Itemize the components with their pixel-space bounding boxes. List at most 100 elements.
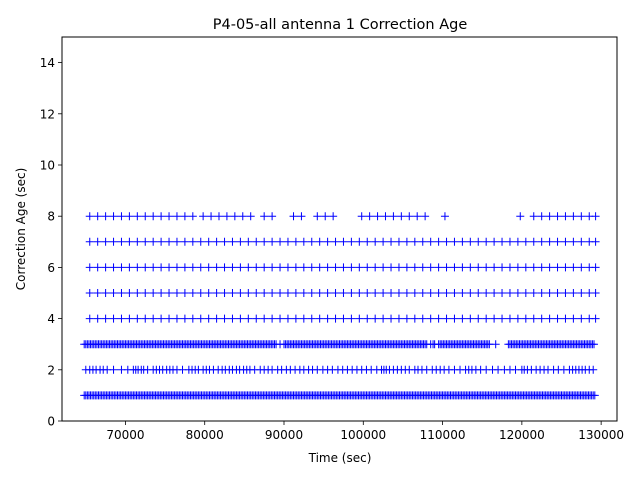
scatter-point (133, 212, 142, 221)
scatter-point (434, 289, 443, 297)
scatter-point (252, 263, 261, 272)
scatter-point (133, 263, 142, 272)
scatter-point (172, 237, 181, 246)
scatter-point (157, 212, 166, 221)
scatter-point (521, 237, 530, 246)
scatter-point (482, 237, 491, 246)
y-tick-label: 10 (40, 159, 55, 173)
scatter-point (521, 263, 530, 272)
scatter-point (521, 289, 530, 297)
scatter-point (363, 314, 372, 323)
scatter-point (418, 263, 427, 272)
scatter-point (283, 289, 292, 297)
scatter-point (413, 212, 422, 221)
scatter-point (466, 314, 475, 323)
scatter-point (220, 263, 229, 272)
y-tick-label: 2 (47, 363, 55, 377)
scatter-point (529, 314, 538, 323)
scatter-point (244, 237, 253, 246)
scatter-point (371, 289, 380, 297)
scatter-point (101, 263, 110, 272)
scatter-point (141, 237, 150, 246)
scatter-point (313, 212, 322, 221)
scatter-point (283, 263, 292, 272)
scatter-point (490, 289, 499, 297)
scatter-point (577, 263, 586, 272)
scatter-point (172, 289, 181, 297)
scatter-point (347, 289, 356, 297)
scatter-point (421, 212, 430, 221)
scatter-point (410, 289, 419, 297)
scatter-point (212, 314, 221, 323)
scatter-point (553, 237, 562, 246)
scatter-point (238, 212, 247, 221)
scatter-point (357, 212, 366, 221)
scatter-point (363, 237, 372, 246)
scatter-point (545, 212, 554, 221)
scatter-point (434, 314, 443, 323)
scatter-point (474, 314, 483, 323)
scatter-point (339, 263, 348, 272)
scatter-point (291, 237, 300, 246)
scatter-point (276, 289, 285, 297)
scatter-point (222, 212, 231, 221)
scatter-point (291, 289, 300, 297)
scatter-point (442, 237, 451, 246)
series-correction-age-6 (85, 263, 600, 272)
scatter-point (329, 212, 338, 221)
scatter-point (591, 212, 600, 221)
scatter-point (188, 237, 197, 246)
scatter-point (569, 237, 578, 246)
scatter-point (268, 237, 277, 246)
scatter-point (180, 237, 189, 246)
x-axis-ticks: 70000 80000 90000 100000 110000 120000 130000 (106, 421, 624, 442)
scatter-point (537, 289, 546, 297)
scatter-point (590, 340, 599, 349)
scatter-point (276, 237, 285, 246)
scatter-point (529, 263, 538, 272)
y-tick-label: 14 (40, 56, 55, 70)
scatter-point (283, 314, 292, 323)
scatter-point (260, 212, 269, 221)
scatter-point (220, 289, 229, 297)
scatter-point (236, 237, 245, 246)
scatter-point (331, 237, 340, 246)
scatter-point (117, 289, 126, 297)
scatter-point (450, 289, 459, 297)
scatter-point (101, 289, 110, 297)
scatter-point (93, 263, 102, 272)
scatter-point (339, 237, 348, 246)
scatter-point (125, 212, 134, 221)
scatter-point (93, 237, 102, 246)
scatter-point (188, 289, 197, 297)
scatter-point (172, 212, 181, 221)
scatter-point (553, 314, 562, 323)
scatter-point (498, 289, 507, 297)
scatter-point (299, 289, 308, 297)
scatter-point (109, 289, 118, 297)
y-tick-label: 8 (47, 210, 55, 224)
scatter-point (490, 263, 499, 272)
scatter-point (442, 314, 451, 323)
scatter-point (157, 263, 166, 272)
scatter-point (85, 263, 94, 272)
y-axis-ticks: 0 2 4 6 8 10 12 14 (40, 56, 62, 429)
scatter-point (402, 314, 411, 323)
scatter-point (212, 263, 221, 272)
scatter-point (228, 237, 237, 246)
scatter-point (315, 314, 324, 323)
scatter-point (212, 237, 221, 246)
scatter-point (196, 263, 205, 272)
scatter-point (466, 263, 475, 272)
scatter-point (569, 289, 578, 297)
scatter-point (434, 263, 443, 272)
scatter-point (545, 314, 554, 323)
scatter-point (387, 314, 396, 323)
scatter-point (339, 314, 348, 323)
scatter-point (482, 289, 491, 297)
scatter-point (553, 289, 562, 297)
scatter-point (466, 237, 475, 246)
scatter-point (347, 237, 356, 246)
scatter-point (561, 289, 570, 297)
scatter-point (537, 263, 546, 272)
